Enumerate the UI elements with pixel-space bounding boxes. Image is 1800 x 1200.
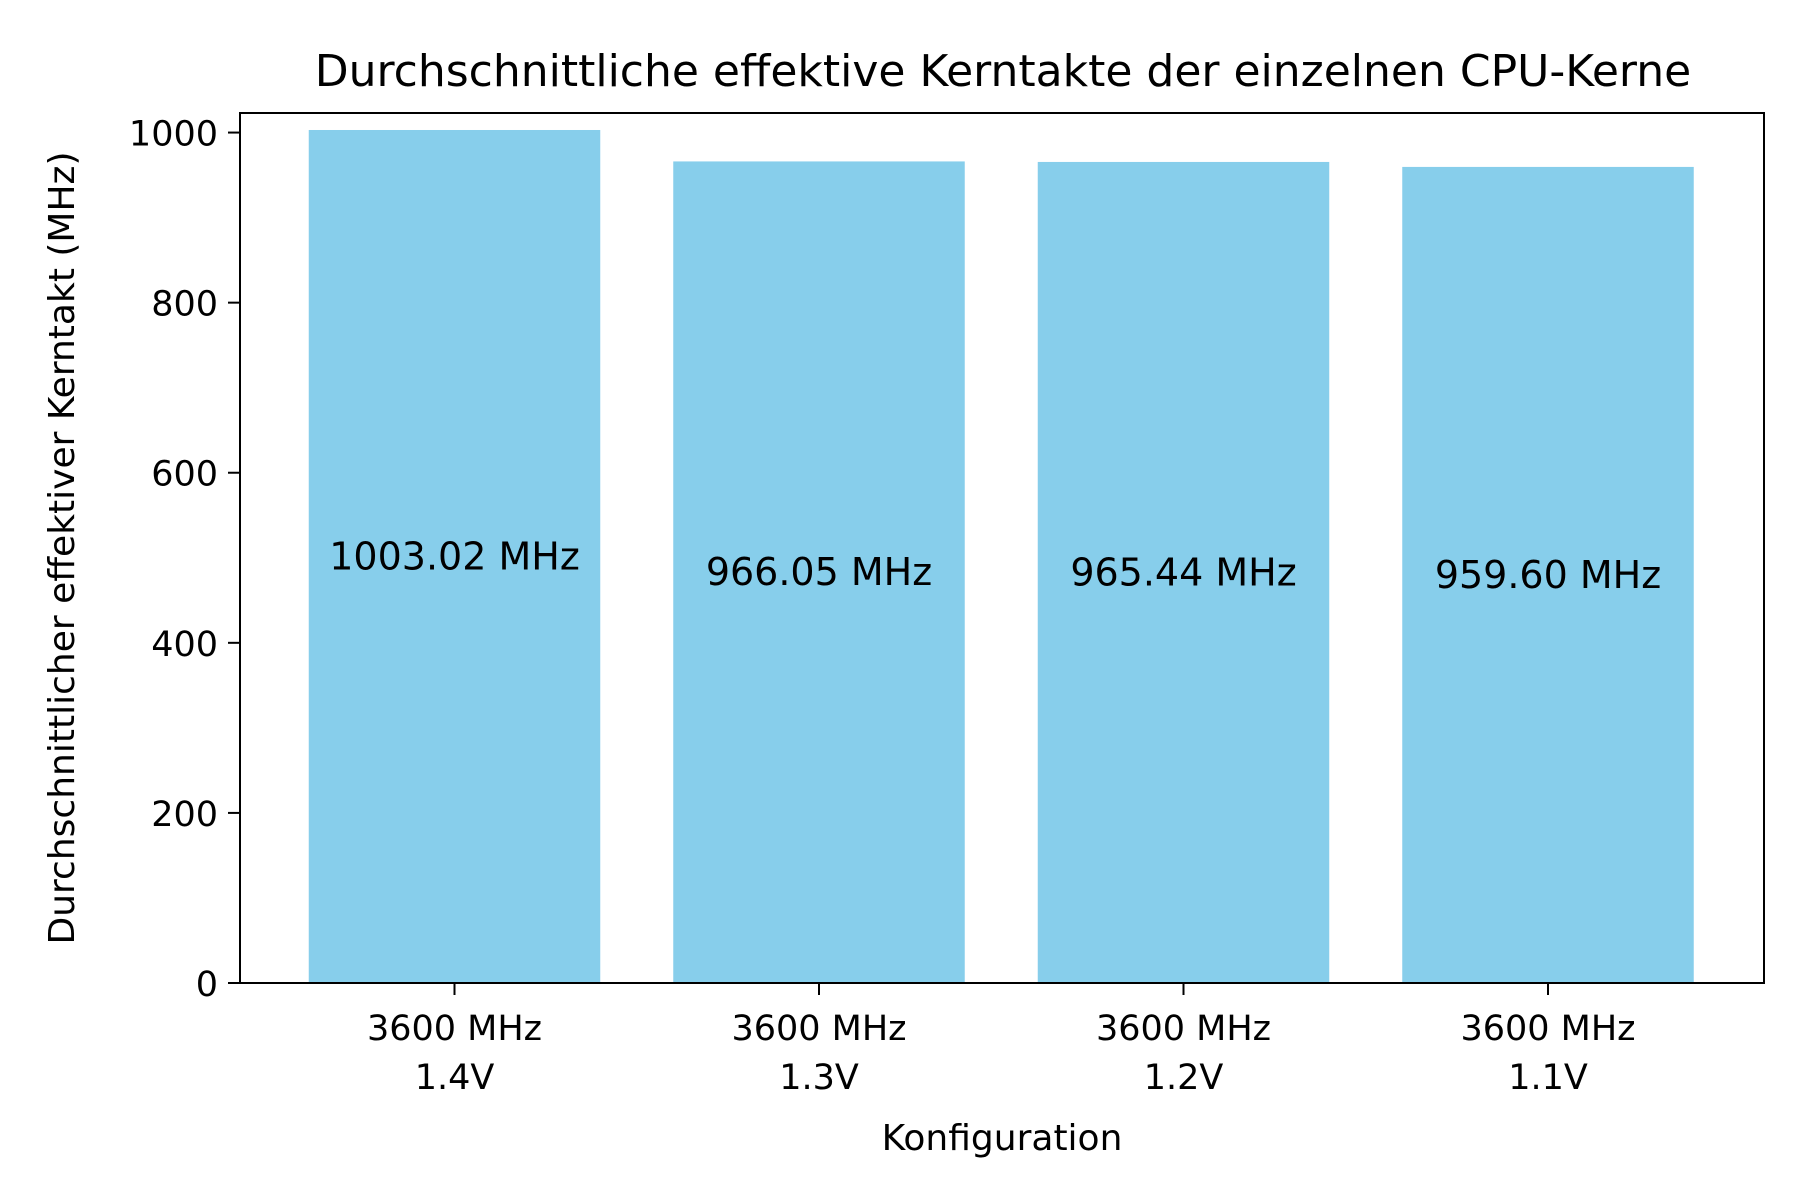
x-axis-title: Konfiguration [882, 1118, 1123, 1159]
x-tick-label: 1.1V [1508, 1058, 1588, 1098]
y-tick-label: 600 [151, 455, 218, 495]
x-tick-label: 1.4V [415, 1058, 495, 1098]
bar [1037, 161, 1330, 984]
y-axis-title: Durchschnittlicher effektiver Kerntakt (… [42, 152, 83, 945]
bar [308, 129, 601, 983]
y-axis: 0 200 400 600 800 1000 [129, 115, 240, 1005]
bar [673, 161, 965, 983]
y-tick-label: 1000 [129, 115, 218, 155]
y-tick-label: 800 [151, 285, 218, 325]
chart-title: Durchschnittliche effektive Kerntakte de… [315, 46, 1691, 97]
x-tick-label: 3600 MHz [1460, 1009, 1635, 1049]
bars-layer: 1003.02 MHz 966.05 MHz 965.44 MHz 959.60 MH… [308, 129, 1694, 984]
x-axis: 3600 MHz 1.4V 3600 MHz 1.3V 3600 MHz 1.2V 3600… [367, 983, 1636, 1098]
x-tick-label: 3600 MHz [367, 1009, 542, 1049]
x-tick-label: 1.3V [779, 1058, 859, 1098]
y-tick-label: 0 [196, 965, 218, 1005]
x-tick-label: 3600 MHz [731, 1009, 906, 1049]
y-tick-label: 400 [151, 625, 218, 665]
bar-value-label: 959.60 MHz [1435, 553, 1661, 597]
bar [1402, 166, 1694, 983]
x-tick-label: 1.2V [1144, 1058, 1224, 1098]
bar-value-label: 1003.02 MHz [329, 534, 580, 578]
plot-frame [239, 112, 1765, 984]
y-tick-label: 200 [151, 795, 218, 835]
bar-value-label: 965.44 MHz [1070, 550, 1296, 594]
bar-value-label: 966.05 MHz [706, 550, 932, 594]
x-tick-label: 3600 MHz [1096, 1009, 1271, 1049]
